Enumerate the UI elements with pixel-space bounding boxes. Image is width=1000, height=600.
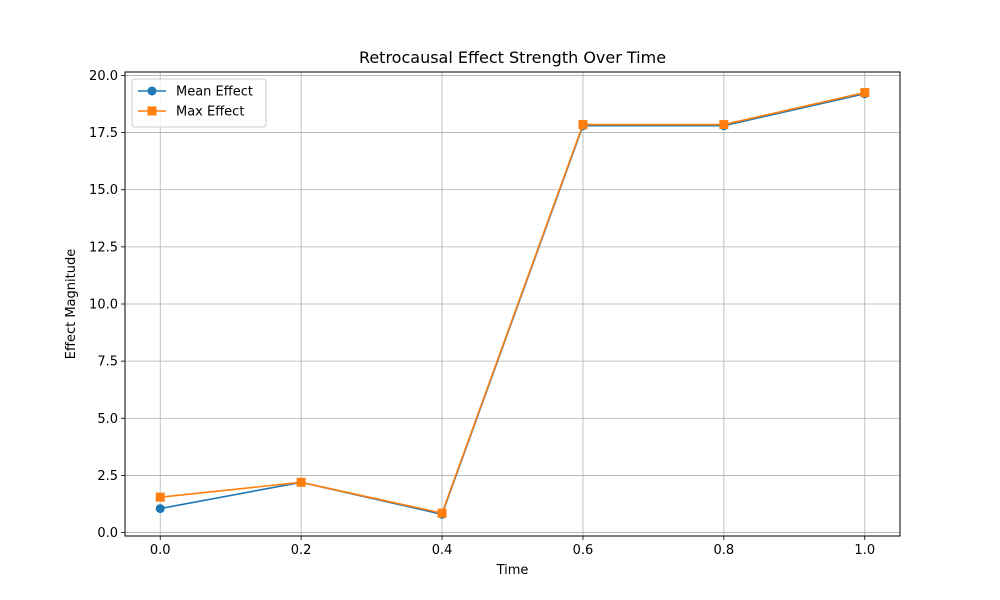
data-point xyxy=(155,492,165,502)
y-tick-label: 10.0 xyxy=(89,298,118,313)
x-axis: 0.0 0.2 0.4 0.6 0.8 1.0 xyxy=(150,536,875,558)
x-tick-label: 0.8 xyxy=(714,543,735,558)
legend-marker xyxy=(147,106,157,116)
legend-marker xyxy=(147,86,157,96)
x-tick-label: 1.0 xyxy=(854,543,875,558)
series-layer xyxy=(155,88,870,519)
x-tick-label: 0.2 xyxy=(291,543,312,558)
x-tick-label: 0.4 xyxy=(432,543,453,558)
data-point xyxy=(155,504,165,514)
x-axis-label: Time xyxy=(496,563,529,578)
legend-entry: Mean Effect xyxy=(138,85,253,100)
data-point xyxy=(437,508,447,518)
y-tick-label: 12.5 xyxy=(89,240,118,255)
y-axis: 0.0 2.5 5.0 7.5 10.0 12.5 15.0 17.5 20.0 xyxy=(89,69,125,541)
y-tick-label: 0.0 xyxy=(97,526,118,541)
y-tick-label: 20.0 xyxy=(89,69,118,84)
legend: Mean Effect Max Effect xyxy=(131,78,267,128)
legend-label: Mean Effect xyxy=(176,85,253,100)
legend-label: Max Effect xyxy=(176,105,244,120)
y-tick-label: 17.5 xyxy=(89,126,118,141)
y-tick-label: 7.5 xyxy=(97,355,118,370)
series-line xyxy=(160,91,865,514)
data-point xyxy=(860,88,870,98)
data-point xyxy=(578,120,588,130)
data-point xyxy=(296,477,306,487)
data-point xyxy=(719,120,729,130)
chart-title: Retrocausal Effect Strength Over Time xyxy=(359,48,666,67)
y-tick-label: 15.0 xyxy=(89,183,118,198)
x-tick-label: 0.6 xyxy=(573,543,594,558)
y-tick-label: 5.0 xyxy=(97,412,118,427)
legend-entry: Max Effect xyxy=(138,105,244,120)
series-max-effect xyxy=(155,88,870,518)
x-tick-label: 0.0 xyxy=(150,543,171,558)
y-axis-label: Effect Magnitude xyxy=(64,249,79,359)
y-tick-label: 2.5 xyxy=(97,469,118,484)
grid xyxy=(125,72,900,536)
